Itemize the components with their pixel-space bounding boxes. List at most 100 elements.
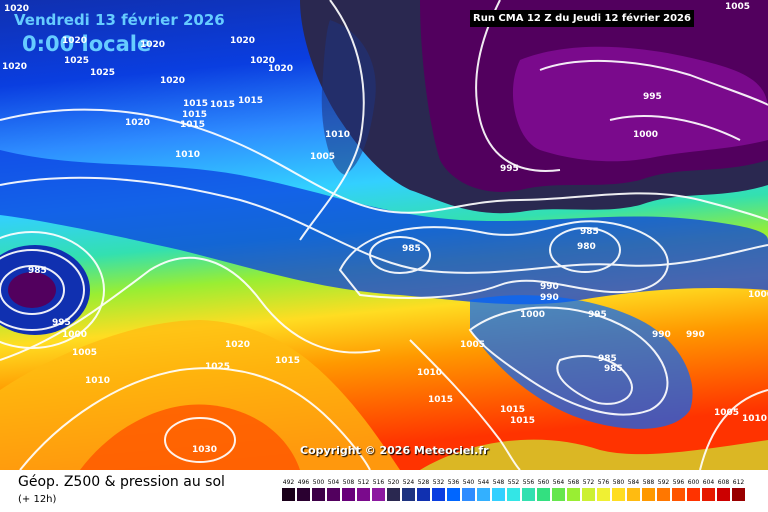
- legend-swatch: [687, 488, 700, 501]
- legend-value: 608: [717, 479, 730, 486]
- legend-swatch: [552, 488, 565, 501]
- legend-item: 584: [627, 478, 640, 502]
- legend-swatch: [612, 488, 625, 501]
- run-info: Run CMA 12 Z du Jeudi 12 février 2026: [470, 10, 694, 27]
- legend-swatch: [642, 488, 655, 501]
- legend-swatch: [537, 488, 550, 501]
- legend-value: 504: [327, 479, 340, 486]
- legend-item: 548: [492, 478, 505, 502]
- product-subtitle: (+ 12h): [18, 494, 57, 505]
- isobar-label: 1015: [275, 356, 301, 366]
- legend-value: 524: [402, 479, 415, 486]
- legend-item: 508: [342, 478, 355, 502]
- isobar-label: 1010: [325, 130, 351, 140]
- isobar-label: 1020: [225, 340, 251, 350]
- isobar-label: 990: [540, 293, 559, 303]
- isobar-label: 1010: [175, 150, 201, 160]
- isobar-label: 1005: [72, 348, 98, 358]
- isobar-label: 1015: [238, 96, 264, 106]
- legend-value: 492: [282, 479, 295, 486]
- isobar-label: 1025: [90, 68, 116, 78]
- legend-value: 536: [447, 479, 460, 486]
- legend-item: 496: [297, 478, 310, 502]
- legend-swatch: [357, 488, 370, 501]
- legend-swatch: [477, 488, 490, 501]
- legend-swatch: [702, 488, 715, 501]
- legend-item: 532: [432, 478, 445, 502]
- legend-item: 556: [522, 478, 535, 502]
- legend-value: 552: [507, 479, 520, 486]
- legend-value: 512: [357, 479, 370, 486]
- legend-swatch: [372, 488, 385, 501]
- isobar-label: 990: [686, 330, 705, 340]
- isobar-label: 1020: [2, 62, 28, 72]
- legend-value: 528: [417, 479, 430, 486]
- legend-swatch: [522, 488, 535, 501]
- isobar-label: 1020: [230, 36, 256, 46]
- legend-item: 588: [642, 478, 655, 502]
- legend-value: 568: [567, 479, 580, 486]
- isobar-label: 1010: [417, 368, 443, 378]
- legend-value: 516: [372, 479, 385, 486]
- legend-swatch: [672, 488, 685, 501]
- legend-swatch: [312, 488, 325, 501]
- legend-swatch: [717, 488, 730, 501]
- forecast-time: 0:00 locale: [22, 32, 152, 56]
- weather-map: Vendredi 13 février 2026 0:00 locale Run…: [0, 0, 768, 470]
- isobar-label: 1020: [4, 4, 30, 14]
- legend-swatch: [507, 488, 520, 501]
- legend-swatch: [447, 488, 460, 501]
- isobar-label: 1020: [268, 64, 294, 74]
- legend-item: 580: [612, 478, 625, 502]
- isobar-label: 1005: [310, 152, 336, 162]
- isobar-label: 990: [540, 282, 559, 292]
- legend-item: 576: [597, 478, 610, 502]
- isobar-label: 1020: [62, 36, 88, 46]
- legend-item: 504: [327, 478, 340, 502]
- isobar-label: 1015: [500, 405, 526, 415]
- footer-bar: Géop. Z500 & pression au sol (+ 12h) 492…: [0, 470, 768, 512]
- legend-swatch: [567, 488, 580, 501]
- isobar-label: 1015: [182, 110, 208, 120]
- legend-swatch: [582, 488, 595, 501]
- legend-swatch: [732, 488, 745, 501]
- legend-value: 612: [732, 479, 745, 486]
- legend-item: 536: [447, 478, 460, 502]
- legend-value: 588: [642, 479, 655, 486]
- isobar-label: 1020: [140, 40, 166, 50]
- legend-value: 560: [537, 479, 550, 486]
- legend-value: 592: [657, 479, 670, 486]
- legend-value: 544: [477, 479, 490, 486]
- legend-item: 596: [672, 478, 685, 502]
- legend-item: 524: [402, 478, 415, 502]
- legend-value: 576: [597, 479, 610, 486]
- map-graphic: [0, 0, 768, 470]
- legend-value: 584: [627, 479, 640, 486]
- isobar-label: 1005: [460, 340, 486, 350]
- legend-item: 520: [387, 478, 400, 502]
- isobar-label: 985: [604, 364, 623, 374]
- legend-item: 568: [567, 478, 580, 502]
- legend-value: 508: [342, 479, 355, 486]
- legend-item: 516: [372, 478, 385, 502]
- isobar-label: 1015: [428, 395, 454, 405]
- legend-value: 532: [432, 479, 445, 486]
- isobar-label: 1020: [160, 76, 186, 86]
- legend-item: 544: [477, 478, 490, 502]
- legend-swatch: [402, 488, 415, 501]
- legend-swatch: [387, 488, 400, 501]
- legend-item: 512: [357, 478, 370, 502]
- copyright-notice: Copyright © 2026 Meteociel.fr: [300, 444, 489, 457]
- isobar-label: 1005: [725, 2, 751, 12]
- legend-value: 604: [702, 479, 715, 486]
- legend-value: 556: [522, 479, 535, 486]
- legend-item: 552: [507, 478, 520, 502]
- legend-swatch: [597, 488, 610, 501]
- legend-item: 592: [657, 478, 670, 502]
- legend-swatch: [492, 488, 505, 501]
- forecast-date: Vendredi 13 février 2026: [14, 11, 225, 29]
- legend-value: 496: [297, 479, 310, 486]
- legend-item: 528: [417, 478, 430, 502]
- isobar-label: 1010: [742, 414, 768, 424]
- isobar-label: 1000: [748, 290, 768, 300]
